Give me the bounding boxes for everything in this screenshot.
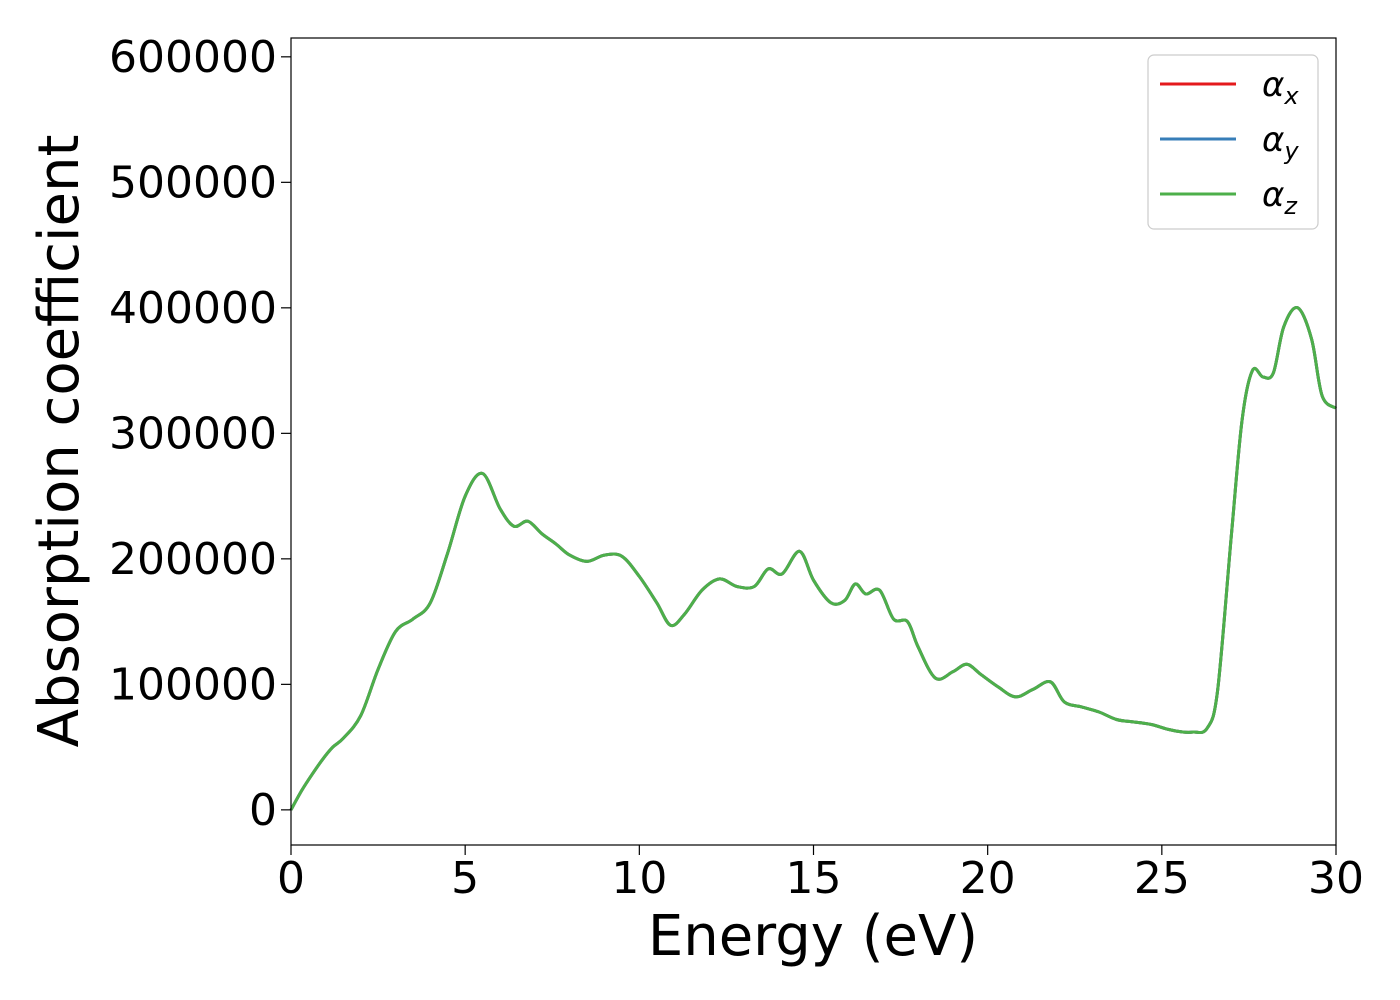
x-axis-ticks: 0 5 10 15 20 25 30 — [277, 845, 1364, 904]
x-tick-label: 15 — [786, 853, 842, 904]
x-tick-label: 0 — [277, 853, 305, 904]
x-axis-label: Energy (eV) — [648, 904, 978, 969]
y-tick-label: 200000 — [109, 534, 277, 585]
series-layer — [289, 306, 1338, 811]
x-tick-label: 20 — [960, 853, 1016, 904]
x-tick-label: 10 — [611, 853, 667, 904]
series-line-x — [289, 306, 1338, 811]
x-tick-label: 30 — [1308, 853, 1364, 904]
y-axis-label: Absorption coefficient — [27, 135, 92, 748]
y-tick-label: 600000 — [109, 32, 277, 83]
x-tick-label: 5 — [451, 853, 479, 904]
x-tick-label: 25 — [1134, 853, 1190, 904]
y-axis-ticks: 0 100000 200000 300000 400000 500000 600000 — [109, 32, 291, 836]
y-tick-label: 400000 — [109, 283, 277, 334]
y-tick-label: 300000 — [109, 408, 277, 459]
series-line-z — [289, 306, 1338, 811]
y-tick-label: 500000 — [109, 157, 277, 208]
y-tick-label: 0 — [249, 785, 277, 836]
legend-box — [1147, 54, 1319, 230]
y-tick-label: 100000 — [109, 659, 277, 710]
series-line-y — [289, 306, 1338, 811]
